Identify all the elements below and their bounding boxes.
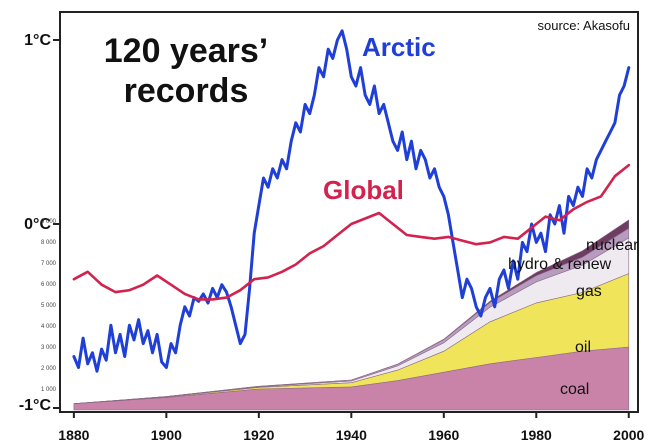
energy-label-gas: gas	[576, 283, 602, 300]
axes: 1°C 0°C -1°C 1880 1900 1920 1940 1960 1980 2000 9 …	[19, 32, 645, 443]
energy-tick-label: 3 000	[41, 345, 57, 351]
temperature-series	[72, 29, 631, 373]
chart-title-line-1: 120 years’	[104, 32, 269, 70]
energy-tick-label: 1 000	[41, 387, 57, 393]
series-line-arctic	[72, 29, 631, 373]
x-tick-label: 1960	[428, 427, 459, 443]
source-note: source: Akasofu	[538, 18, 631, 33]
x-tick-label: 1900	[151, 427, 182, 443]
energy-label-nuclear: nuclear	[586, 237, 639, 254]
series-line-global	[72, 163, 631, 301]
energy-label-oil: oil	[575, 339, 591, 356]
energy-tick-label: 2 000	[41, 366, 57, 372]
energy-tick-label: 9 000	[41, 219, 57, 225]
energy-stack	[73, 219, 630, 411]
x-tick-label: 1940	[336, 427, 367, 443]
chart-title-line-2: records	[124, 72, 249, 110]
y-tick-label: 1°C	[24, 32, 51, 49]
energy-label-hydro-renew: hydro & renew	[508, 256, 612, 273]
series-label-global: Global	[323, 175, 404, 205]
energy-tick-label: 8 000	[41, 240, 57, 246]
energy-tick-label: 6 000	[41, 282, 57, 288]
energy-tick-label: 7 000	[41, 261, 57, 267]
energy-tick-label: 4 000	[41, 324, 57, 330]
y-tick-label: 0°C	[24, 216, 51, 233]
y-tick-label: -1°C	[19, 397, 52, 414]
energy-area-nuclear	[73, 219, 630, 404]
x-tick-label: 1920	[243, 427, 274, 443]
series-label-arctic: Arctic	[362, 32, 436, 62]
energy-tick-label: 5 000	[41, 303, 57, 309]
x-tick-label: 2000	[613, 427, 644, 443]
energy-label-coal: coal	[560, 381, 589, 398]
x-tick-label: 1880	[58, 427, 89, 443]
x-tick-label: 1980	[521, 427, 552, 443]
